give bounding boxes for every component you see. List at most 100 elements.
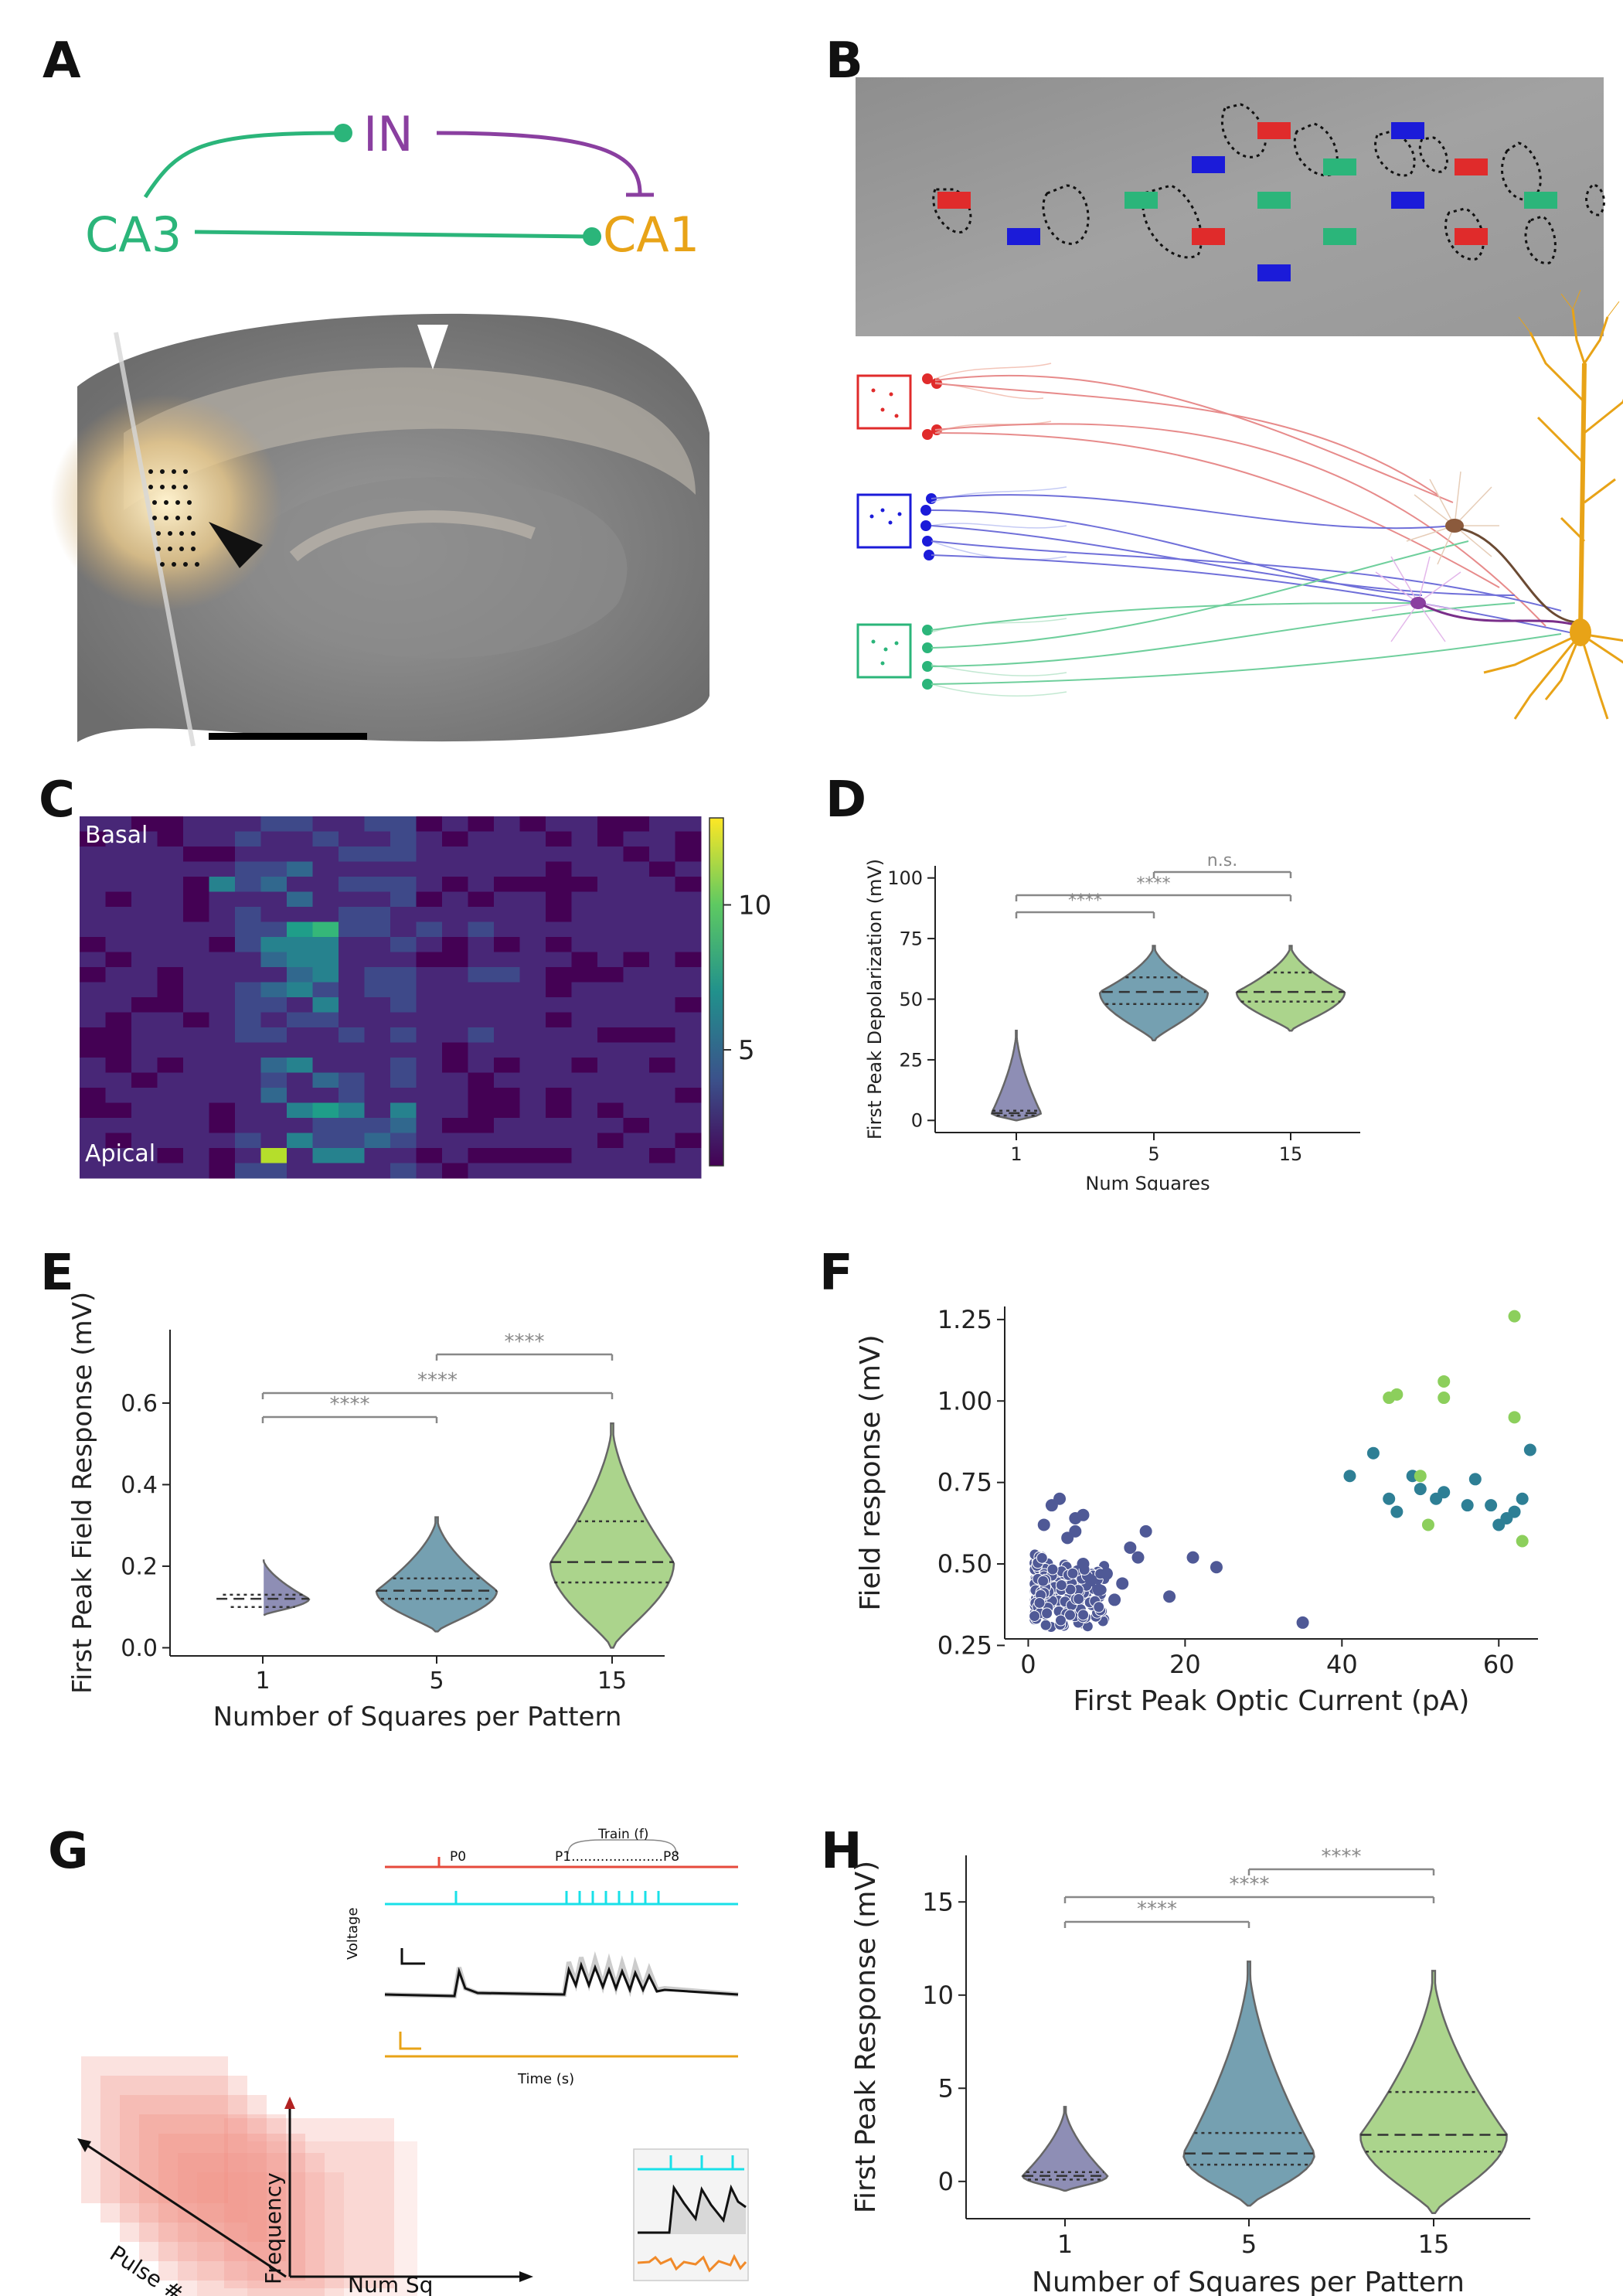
scatter-point <box>1063 1609 1076 1621</box>
heatmap-cell <box>416 816 443 832</box>
heatmap-cell <box>442 1163 468 1179</box>
heatmap-cell <box>675 937 702 952</box>
heatmap-cell <box>312 952 339 968</box>
heatmap-cell <box>468 982 495 998</box>
heatmap-cell <box>649 1133 675 1149</box>
panel-letter-d: D <box>825 772 867 829</box>
heatmap-cell <box>157 1102 184 1119</box>
heatmap-cell <box>416 1012 443 1028</box>
scatter-point <box>1461 1499 1474 1512</box>
heatmap-cell <box>623 1148 650 1163</box>
x-axis-title: Num Squares <box>1085 1173 1210 1191</box>
heatmap-cell <box>209 982 236 998</box>
heatmap-cell <box>209 847 236 862</box>
ca3-to-ca1-connection <box>194 230 588 239</box>
heatmap-cell <box>571 921 598 938</box>
heatmap-cell <box>131 891 158 908</box>
heatmap-cell <box>183 952 209 968</box>
heatmap-cell <box>597 831 624 847</box>
panel-b-figure <box>856 77 1623 720</box>
heatmap-cell <box>442 1058 468 1073</box>
heatmap-cell <box>312 1058 339 1073</box>
heatmap-cell <box>571 877 598 892</box>
heatmap-cell <box>105 1058 132 1073</box>
heatmap-cell <box>157 982 184 998</box>
y-tick-label: 0.2 <box>121 1553 158 1580</box>
heatmap-cell <box>131 847 158 862</box>
heatmap-cell <box>80 1118 106 1133</box>
heatmap-cell <box>183 861 209 877</box>
heatmap-cell <box>105 1042 132 1058</box>
heatmap-cell <box>416 982 443 998</box>
num-sq-axis-label: Num Sq <box>348 2272 433 2296</box>
heatmap-cell <box>519 1058 546 1073</box>
heatmap-cell <box>675 1042 702 1058</box>
heatmap-cell <box>546 921 572 938</box>
heatmap-cell <box>468 1012 495 1028</box>
green-input-group <box>856 540 1562 697</box>
heatmap-cell <box>390 1027 417 1043</box>
zoomed-trace-inset <box>633 2148 749 2281</box>
heatmap-cell <box>312 1133 339 1149</box>
heatmap-cell <box>287 1058 313 1073</box>
heatmap-cell <box>105 1118 132 1133</box>
heatmap-cell <box>494 1012 520 1028</box>
heatmap-cell <box>416 1133 443 1149</box>
heatmap-cell <box>442 921 468 938</box>
heatmap-cell <box>339 1163 365 1179</box>
heatmap-cell <box>157 1072 184 1088</box>
x-tick-label: 0 <box>1020 1650 1036 1679</box>
heatmap-cell <box>364 847 391 862</box>
heatmap-cell <box>287 1133 313 1149</box>
heatmap-cell <box>416 891 443 908</box>
heatmap-cell <box>623 1072 650 1088</box>
heatmap-cell <box>131 967 158 983</box>
heatmap-cell <box>494 816 520 832</box>
heatmap-cell <box>416 1102 443 1119</box>
heatmap-cell <box>312 1042 339 1058</box>
heatmap-cell <box>312 1027 339 1043</box>
heatmap-cell <box>131 1088 158 1103</box>
significance-label: **** <box>330 1393 370 1416</box>
heatmap-cell <box>571 1058 598 1073</box>
heatmap-cell <box>390 1163 417 1179</box>
significance-label: **** <box>505 1330 545 1354</box>
heatmap-cell <box>546 1027 572 1043</box>
x-tick-label: 40 <box>1326 1650 1358 1679</box>
heatmap-cell <box>183 967 209 983</box>
heatmap-cell <box>80 891 106 908</box>
heatmap-cell <box>649 1148 675 1163</box>
heatmap-cell <box>597 937 624 952</box>
scatter-point <box>1139 1524 1152 1538</box>
heatmap-cell <box>235 937 261 952</box>
heatmap-cell <box>675 1058 702 1073</box>
heatmap-cell <box>390 1088 417 1103</box>
heatmap-cell <box>339 937 365 952</box>
scatter-point <box>1366 1446 1380 1460</box>
y-axis-title: First Peak Response (mV) <box>850 1861 882 2213</box>
scatter-point <box>1073 1593 1085 1605</box>
panel-letter-h: H <box>821 1823 863 1880</box>
heatmap-cell <box>468 1163 495 1179</box>
heatmap-cell <box>235 1163 261 1179</box>
heatmap-cell <box>287 1027 313 1043</box>
heatmap-cell <box>519 891 546 908</box>
heatmap-cell <box>312 1088 339 1103</box>
heatmap-cell <box>597 861 624 877</box>
heatmap-cell <box>312 982 339 998</box>
significance-label: n.s. <box>1207 851 1237 870</box>
heatmap-cell <box>442 1148 468 1163</box>
heatmap-cell <box>287 861 313 877</box>
synapse-dot <box>334 124 352 142</box>
heatmap-cell <box>546 1042 572 1058</box>
frequency-axis-label: Frequency <box>260 2172 286 2284</box>
x-tick-label: 15 <box>597 1667 627 1695</box>
heatmap-cell <box>546 891 572 908</box>
heatmap-cell <box>623 1102 650 1119</box>
heatmap-cell <box>339 1102 365 1119</box>
scatter-point <box>1343 1470 1356 1483</box>
heatmap-cell <box>442 967 468 983</box>
heatmap-cell <box>339 847 365 862</box>
scatter-point <box>1124 1541 1137 1554</box>
in-to-ca1-inhibition <box>436 131 642 194</box>
